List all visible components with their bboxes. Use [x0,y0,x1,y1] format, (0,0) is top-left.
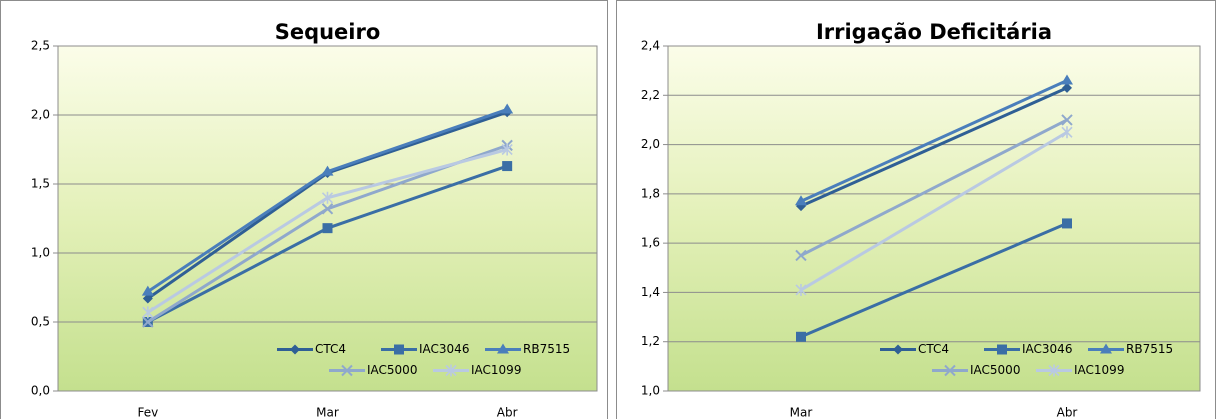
plot-area [57,45,598,392]
legend-label: IAC5000 [367,363,417,377]
x-tick-label: Mar [790,406,813,419]
marker [321,191,334,204]
marker [341,364,353,377]
y-tick-label: 0,0 [31,384,50,398]
marker [394,344,404,355]
y-tick-label: 1,4 [641,285,660,299]
marker [796,331,806,342]
y-tick-label: 0,5 [31,315,50,329]
marker [1062,218,1072,229]
marker [501,143,513,156]
y-tick-label: 1,8 [641,186,660,200]
x-tick-label: Abr [497,406,518,419]
y-tick-label: 2,0 [641,137,660,151]
marker [141,285,154,296]
chart-title: Sequeiro [275,20,381,44]
legend-label: RB7515 [523,342,570,356]
y-tick-label: 2,2 [641,88,660,102]
x-tick-label: Fev [137,406,158,419]
chart-title: Irrigação Deficitária [816,20,1052,44]
marker [501,103,514,114]
series-line [800,86,1068,208]
marker [497,343,509,354]
marker [1062,82,1072,93]
marker [944,364,956,377]
marker [502,161,513,172]
y-tick-label: 2,5 [31,39,50,53]
y-tick-label: 1,0 [641,384,660,398]
marker [795,195,807,206]
marker [142,316,154,328]
marker [795,283,807,296]
marker [1061,126,1073,139]
marker [321,165,334,176]
marker [322,223,333,234]
marker [1061,74,1073,85]
legend-label: IAC5000 [970,363,1020,377]
legend-label: IAC1099 [1074,363,1124,377]
y-tick-label: 1,5 [31,177,50,191]
marker [1061,114,1073,126]
y-tick-label: 2,0 [31,108,50,122]
legend-label: IAC1099 [471,363,521,377]
series-line [800,79,1068,203]
plot-area [667,45,1201,392]
chart: 1,0 1,2 1,4 1,6 1,8 2,0 2,2 2,4 Mar Abr Irrigação … [616,0,1216,419]
marker [893,344,903,355]
chart: 0,0 0,5 1,0 1,5 2,0 2,5 Fev Mar Abr Sequeiro CTC4 I… [0,0,608,419]
legend: CTC4 IAC3046 RB7515 IAC5000 IAC1099 [277,342,570,377]
legend-label: IAC3046 [419,342,469,356]
series-line [800,222,1068,339]
legend-label: RB7515 [1126,342,1173,356]
marker [290,344,300,355]
legend: CTC4 IAC3046 RB7515 IAC5000 IAC1099 [880,342,1173,377]
legend-label: IAC3046 [1022,342,1072,356]
marker [1100,343,1112,354]
marker [321,203,334,215]
y-tick-label: 1,2 [641,334,660,348]
marker [445,364,457,377]
legend-label: CTC4 [918,342,949,356]
x-tick-label: Abr [1057,406,1078,419]
marker [795,249,807,262]
marker [997,344,1007,355]
y-tick-label: 2,4 [641,39,660,53]
marker [142,306,154,319]
y-tick-label: 1,6 [641,236,660,250]
marker [1048,364,1060,377]
x-tick-label: Mar [316,406,339,419]
series-line [800,130,1068,292]
marker [142,293,153,304]
legend-label: CTC4 [315,342,346,356]
y-tick-label: 1,0 [31,246,50,260]
series-line [800,118,1068,257]
